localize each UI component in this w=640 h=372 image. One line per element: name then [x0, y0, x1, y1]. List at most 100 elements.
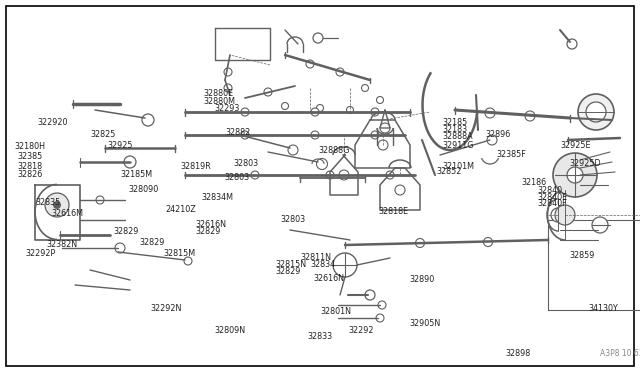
Circle shape	[306, 60, 314, 68]
Circle shape	[241, 131, 249, 139]
Text: 32829: 32829	[140, 238, 165, 247]
Text: 32825: 32825	[91, 130, 116, 139]
Text: 32896: 32896	[485, 130, 510, 139]
Circle shape	[317, 105, 323, 112]
Text: 32292P: 32292P	[26, 249, 56, 258]
Circle shape	[241, 108, 249, 116]
Text: 32852: 32852	[436, 167, 462, 176]
Circle shape	[525, 111, 535, 121]
Text: 32905N: 32905N	[410, 319, 441, 328]
Text: 32385: 32385	[18, 153, 43, 161]
Text: 32888G: 32888G	[319, 146, 350, 155]
Text: 32840F: 32840F	[538, 199, 567, 208]
Circle shape	[483, 237, 493, 247]
Text: 32826: 32826	[18, 170, 43, 179]
Circle shape	[371, 108, 379, 116]
Circle shape	[53, 201, 61, 209]
Circle shape	[346, 106, 353, 113]
Text: 32801N: 32801N	[320, 307, 351, 316]
Text: 32803: 32803	[234, 159, 259, 168]
Bar	[548, 220, 640, 310]
Circle shape	[288, 145, 298, 155]
Text: 32183: 32183	[443, 125, 468, 134]
Text: 32616M: 32616M	[51, 209, 83, 218]
Text: 32829: 32829	[195, 227, 221, 236]
Circle shape	[224, 68, 232, 76]
Text: 32840E: 32840E	[538, 193, 568, 202]
Text: 32819R: 32819R	[180, 162, 211, 171]
Circle shape	[380, 123, 390, 133]
Circle shape	[578, 94, 614, 130]
Circle shape	[378, 140, 388, 150]
Circle shape	[311, 131, 319, 139]
Circle shape	[395, 185, 405, 195]
Text: 328090: 328090	[128, 185, 158, 194]
Text: 32890: 32890	[410, 275, 435, 283]
Circle shape	[317, 158, 328, 170]
Circle shape	[567, 39, 577, 49]
Circle shape	[362, 84, 369, 92]
Text: 32292N: 32292N	[150, 304, 182, 313]
Circle shape	[45, 193, 69, 217]
Text: 32809N: 32809N	[214, 326, 246, 335]
Text: 322920: 322920	[37, 118, 68, 127]
Text: 32385F: 32385F	[496, 150, 525, 159]
Text: A3P8 10 63: A3P8 10 63	[600, 350, 640, 359]
Circle shape	[386, 171, 394, 179]
Text: 32818E: 32818E	[379, 207, 409, 216]
Text: 32834M: 32834M	[202, 193, 234, 202]
Text: 32616N: 32616N	[314, 274, 344, 283]
Text: 32859: 32859	[570, 251, 595, 260]
Text: 32803: 32803	[224, 173, 249, 182]
Text: 32829: 32829	[275, 267, 301, 276]
Text: 32911G: 32911G	[443, 141, 474, 150]
Circle shape	[251, 171, 259, 179]
Circle shape	[224, 84, 232, 92]
Text: 32835: 32835	[35, 198, 60, 207]
Text: 32880M: 32880M	[204, 97, 236, 106]
Text: 32882: 32882	[225, 128, 250, 137]
Circle shape	[567, 167, 583, 183]
Circle shape	[376, 314, 384, 322]
Circle shape	[551, 208, 565, 222]
Text: 32829: 32829	[114, 227, 140, 236]
Text: 32803: 32803	[280, 215, 305, 224]
Circle shape	[336, 68, 344, 76]
Text: 32818: 32818	[18, 162, 43, 171]
Text: 32880E: 32880E	[204, 89, 234, 98]
Circle shape	[586, 102, 606, 122]
Circle shape	[555, 205, 575, 225]
Text: 32815N: 32815N	[275, 260, 307, 269]
Text: 32185M: 32185M	[120, 170, 152, 179]
Text: 32840: 32840	[538, 186, 563, 195]
Circle shape	[124, 156, 136, 168]
Circle shape	[96, 196, 104, 204]
Circle shape	[339, 170, 349, 180]
Circle shape	[592, 217, 608, 233]
Circle shape	[311, 108, 319, 116]
Circle shape	[184, 257, 192, 265]
Text: 32925D: 32925D	[570, 159, 601, 168]
Text: 32185: 32185	[443, 118, 468, 126]
Text: 34130Y: 34130Y	[589, 304, 618, 313]
Text: 32293: 32293	[214, 104, 240, 113]
Circle shape	[282, 103, 289, 109]
Text: 32292: 32292	[349, 326, 374, 335]
Circle shape	[378, 301, 386, 309]
Text: 32898: 32898	[506, 349, 531, 358]
Text: 32101M: 32101M	[443, 162, 475, 171]
Text: 32834: 32834	[310, 260, 335, 269]
Circle shape	[142, 114, 154, 126]
Circle shape	[371, 131, 379, 139]
Text: 32833: 32833	[307, 332, 332, 341]
Circle shape	[487, 135, 497, 145]
Text: 32811N: 32811N	[301, 253, 332, 262]
Text: 32925: 32925	[108, 141, 133, 150]
Circle shape	[326, 171, 334, 179]
Text: 32382N: 32382N	[46, 240, 77, 249]
Circle shape	[553, 153, 597, 197]
Circle shape	[365, 290, 375, 300]
Text: 24210Z: 24210Z	[165, 205, 196, 214]
Text: 32815M: 32815M	[163, 249, 195, 258]
Text: 32925E: 32925E	[560, 141, 591, 150]
